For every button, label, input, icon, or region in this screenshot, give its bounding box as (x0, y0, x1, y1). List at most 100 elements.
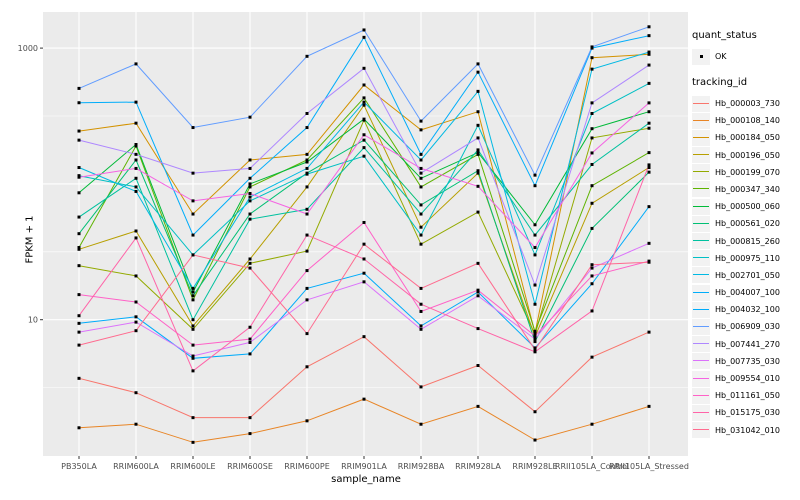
data-point (248, 257, 252, 261)
legend-label: Hb_000561_020 (715, 219, 780, 229)
legend-key-line-icon (693, 308, 709, 310)
data-point (191, 343, 195, 347)
legend-label: Hb_000184_050 (715, 133, 780, 143)
legend-label: Hb_000196_050 (715, 150, 780, 160)
data-point (305, 207, 309, 211)
data-point (419, 176, 423, 180)
data-point (419, 158, 423, 162)
data-point (419, 422, 423, 426)
data-point (533, 350, 537, 354)
data-point (647, 151, 651, 155)
data-point (134, 143, 138, 147)
data-point (533, 334, 537, 338)
data-point (476, 184, 480, 188)
legend-key-swatch (692, 284, 710, 301)
legend-key-swatch (692, 215, 710, 232)
data-point (476, 148, 480, 152)
legend-key-line-icon (693, 171, 709, 173)
data-point (134, 329, 138, 333)
data-point (305, 249, 309, 253)
legend-item-Hb_000108_140: Hb_000108_140 (692, 112, 800, 129)
data-point (476, 70, 480, 74)
data-point (191, 126, 195, 130)
data-point (647, 241, 651, 245)
data-point (362, 100, 366, 104)
data-point (134, 176, 138, 180)
data-point (590, 201, 594, 205)
data-point (305, 269, 309, 273)
data-point (647, 110, 651, 114)
data-point (305, 298, 309, 302)
data-point (305, 152, 309, 156)
legend-title-tracking-id: tracking_id (692, 77, 748, 88)
legend-key-swatch (692, 164, 710, 181)
legend-label: Hb_004007_100 (715, 288, 780, 298)
data-point (590, 274, 594, 278)
data-point (134, 158, 138, 162)
data-point (362, 66, 366, 70)
data-point (77, 426, 81, 430)
data-point (647, 126, 651, 130)
data-point (419, 324, 423, 328)
data-point (419, 212, 423, 216)
data-point (191, 324, 195, 328)
data-point (248, 115, 252, 119)
data-point (248, 195, 252, 199)
legend-key-line-icon (693, 136, 709, 138)
x-tick-label: RRIM901LA (341, 462, 387, 471)
legend-key-swatch (692, 112, 710, 129)
data-point (134, 185, 138, 189)
legend-label: Hb_000975_110 (715, 253, 780, 263)
data-point (134, 274, 138, 278)
data-point (647, 52, 651, 56)
data-point (476, 89, 480, 93)
data-point (77, 314, 81, 318)
legend-item-Hb_002701_050: Hb_002701_050 (692, 267, 800, 284)
legend-key-swatch (692, 181, 710, 198)
data-point (590, 226, 594, 230)
legend-key-line-icon (693, 274, 709, 276)
legend-item-Hb_000347_340: Hb_000347_340 (692, 181, 800, 198)
data-point (305, 126, 309, 130)
legend-label: Hb_000199_070 (715, 167, 780, 177)
x-tick-label: RRIM928LA (455, 462, 501, 471)
data-point (647, 166, 651, 170)
data-point (191, 294, 195, 298)
data-point (590, 136, 594, 140)
data-point (533, 337, 537, 341)
data-point (476, 290, 480, 294)
data-point (134, 62, 138, 66)
legend-label: Hb_002701_050 (715, 270, 780, 280)
data-point (248, 416, 252, 420)
x-tick-label: RRII105LA_Control (555, 462, 629, 471)
data-point (191, 416, 195, 420)
data-point (191, 369, 195, 373)
data-point (419, 233, 423, 237)
data-point (533, 348, 537, 352)
data-point (362, 154, 366, 158)
data-point (476, 294, 480, 298)
data-point (134, 422, 138, 426)
data-point (248, 217, 252, 221)
legend-key-swatch (692, 267, 710, 284)
data-point (533, 329, 537, 333)
data-point (590, 56, 594, 60)
data-point (362, 220, 366, 224)
data-point (533, 346, 537, 350)
data-point (248, 182, 252, 186)
data-point (362, 280, 366, 284)
data-point (533, 302, 537, 306)
data-point (419, 302, 423, 306)
legend-key-swatch (692, 147, 710, 164)
data-point (533, 438, 537, 442)
legend-label: Hb_000815_260 (715, 236, 780, 246)
data-point (362, 103, 366, 107)
data-point (419, 309, 423, 313)
data-point (647, 50, 651, 54)
data-point (533, 246, 537, 250)
data-point (362, 117, 366, 121)
x-tick-label: RRII105LA_Stressed (609, 462, 689, 471)
legend-label: Hb_009554_010 (715, 374, 780, 383)
data-point (305, 332, 309, 336)
